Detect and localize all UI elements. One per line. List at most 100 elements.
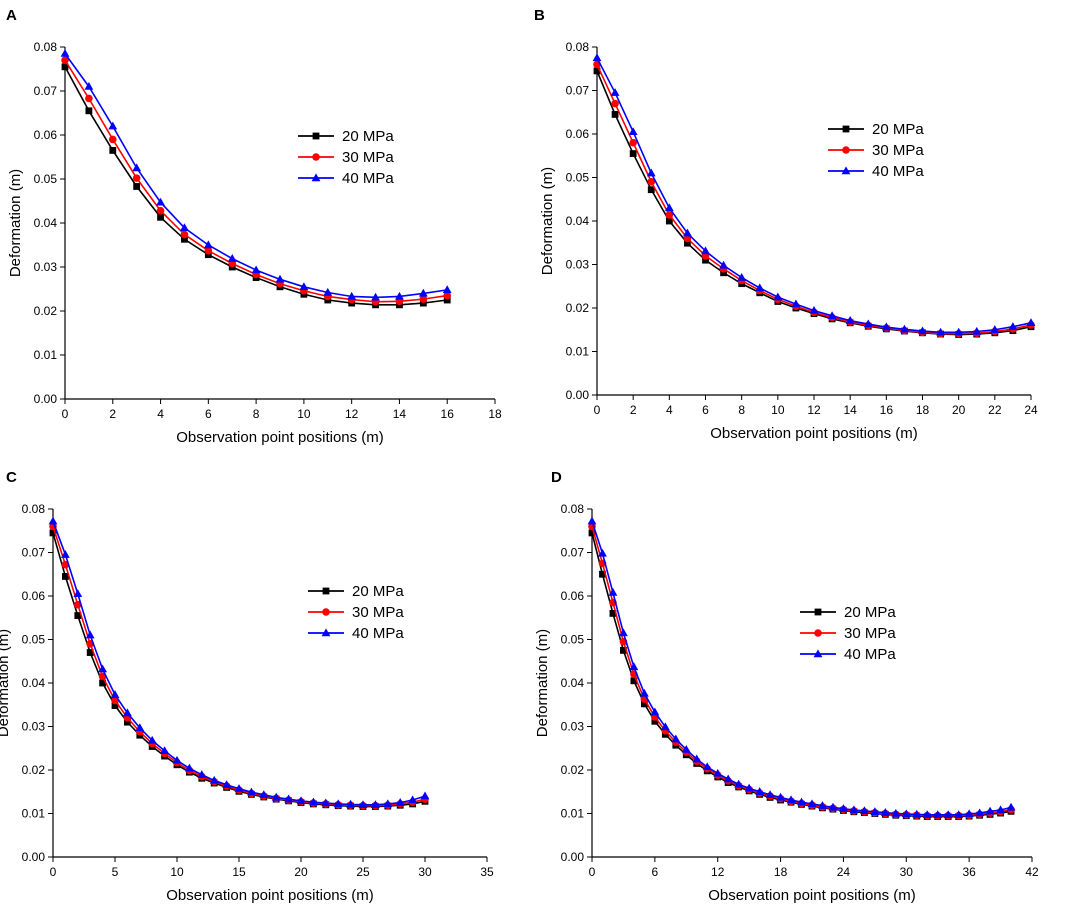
x-tick-label: 25 (356, 865, 370, 879)
data-point (299, 282, 309, 290)
x-tick-label: 4 (157, 407, 164, 421)
data-point (640, 700, 648, 708)
y-tick-label: 0.08 (22, 502, 46, 516)
data-point (650, 707, 660, 716)
data-point (620, 646, 627, 654)
data-point (296, 796, 306, 805)
y-tick-label: 0.02 (566, 301, 590, 315)
data-point (181, 235, 188, 243)
data-point (156, 197, 165, 206)
series-line (591, 532, 1012, 818)
series-40-mpa (60, 49, 452, 301)
y-tick-label: 0.00 (566, 388, 590, 402)
x-tick-label: 14 (843, 403, 857, 417)
data-point (720, 269, 727, 277)
y-tick-label: 0.07 (561, 546, 585, 560)
y-tick-label: 0.07 (34, 84, 58, 98)
data-point (111, 702, 119, 710)
data-point (275, 274, 285, 283)
data-point (587, 516, 597, 525)
legend-label: 40 MPa (844, 646, 896, 663)
data-point (922, 810, 932, 819)
data-point (135, 723, 145, 732)
data-point (776, 792, 785, 801)
data-point (863, 319, 873, 328)
legend-marker (842, 146, 850, 154)
x-tick-label: 10 (297, 407, 311, 421)
data-point (936, 327, 945, 336)
data-point (85, 94, 93, 103)
data-point (419, 295, 428, 303)
x-tick-label: 16 (880, 403, 894, 417)
data-point (975, 808, 985, 817)
data-point (204, 251, 212, 259)
data-point (227, 254, 237, 262)
legend-entry: 20 MPa (828, 121, 924, 138)
data-point (651, 717, 659, 725)
data-point (592, 53, 602, 62)
data-point (346, 799, 355, 808)
x-tick-label: 4 (666, 403, 673, 417)
data-point (629, 150, 637, 157)
data-point (629, 138, 637, 147)
legend-marker (814, 629, 822, 637)
y-tick-label: 0.05 (22, 633, 46, 647)
y-axis-title: Deformation (m) (0, 629, 12, 737)
x-tick-label: 0 (62, 407, 69, 421)
data-point (443, 291, 452, 300)
data-point (48, 516, 58, 525)
x-tick-label: 10 (170, 865, 184, 879)
data-point (598, 548, 607, 557)
data-point (108, 135, 117, 144)
data-point (86, 649, 94, 656)
data-point (881, 322, 891, 331)
series-line (596, 64, 1032, 335)
data-point (671, 734, 681, 743)
panel-d: D 0 6 12 18 24 30 36 42 0.00 0.01 0.02 0.03 0.04 0.05 0… (534, 469, 1039, 904)
data-point (251, 265, 261, 274)
x-tick-label: 35 (480, 865, 494, 879)
data-point (990, 325, 1000, 333)
data-point (85, 630, 95, 639)
data-point (985, 806, 995, 815)
panel-label: D (551, 469, 562, 486)
data-point (702, 762, 712, 771)
data-point (647, 178, 656, 186)
legend-entry: 20 MPa (298, 128, 394, 145)
data-point (85, 107, 93, 115)
y-tick-label: 0.01 (566, 345, 590, 359)
x-tick-label: 18 (488, 407, 502, 421)
data-point (209, 775, 219, 784)
data-point (203, 240, 213, 249)
data-point (827, 311, 837, 320)
y-tick-label: 0.00 (561, 850, 585, 864)
data-point (49, 529, 57, 537)
legend-label: 20 MPa (342, 128, 394, 145)
legend-label: 30 MPa (844, 625, 896, 642)
x-tick-label: 6 (205, 407, 212, 421)
x-tick-label: 15 (232, 865, 246, 879)
data-point (259, 790, 269, 798)
legend-marker (814, 608, 822, 616)
data-point (157, 213, 164, 221)
data-point (1008, 322, 1018, 330)
y-tick-label: 0.03 (561, 720, 585, 734)
x-tick-label: 18 (916, 403, 930, 417)
data-point (609, 610, 617, 617)
data-point (628, 127, 638, 136)
x-tick-label: 10 (771, 403, 785, 417)
data-point (418, 288, 428, 297)
series-30-mpa (588, 522, 1015, 820)
panel-c: C 0 5 10 15 20 25 30 35 0.00 0.01 0.02 0.03 0.04 0.05 0… (0, 469, 494, 904)
y-tick-label: 0.00 (22, 850, 46, 864)
data-point (333, 799, 343, 808)
series-line (52, 520, 426, 806)
data-point (933, 810, 943, 819)
legend-marker (321, 628, 331, 637)
legend-marker (312, 132, 320, 140)
data-point (110, 690, 120, 698)
data-point (664, 203, 674, 212)
data-point (660, 722, 670, 731)
panel-a: A 0 2 4 6 8 10 12 14 16 18 0.00 0.01 0.02 0.03 0.04 0.05… (6, 7, 502, 446)
series-40-mpa (587, 516, 1016, 819)
